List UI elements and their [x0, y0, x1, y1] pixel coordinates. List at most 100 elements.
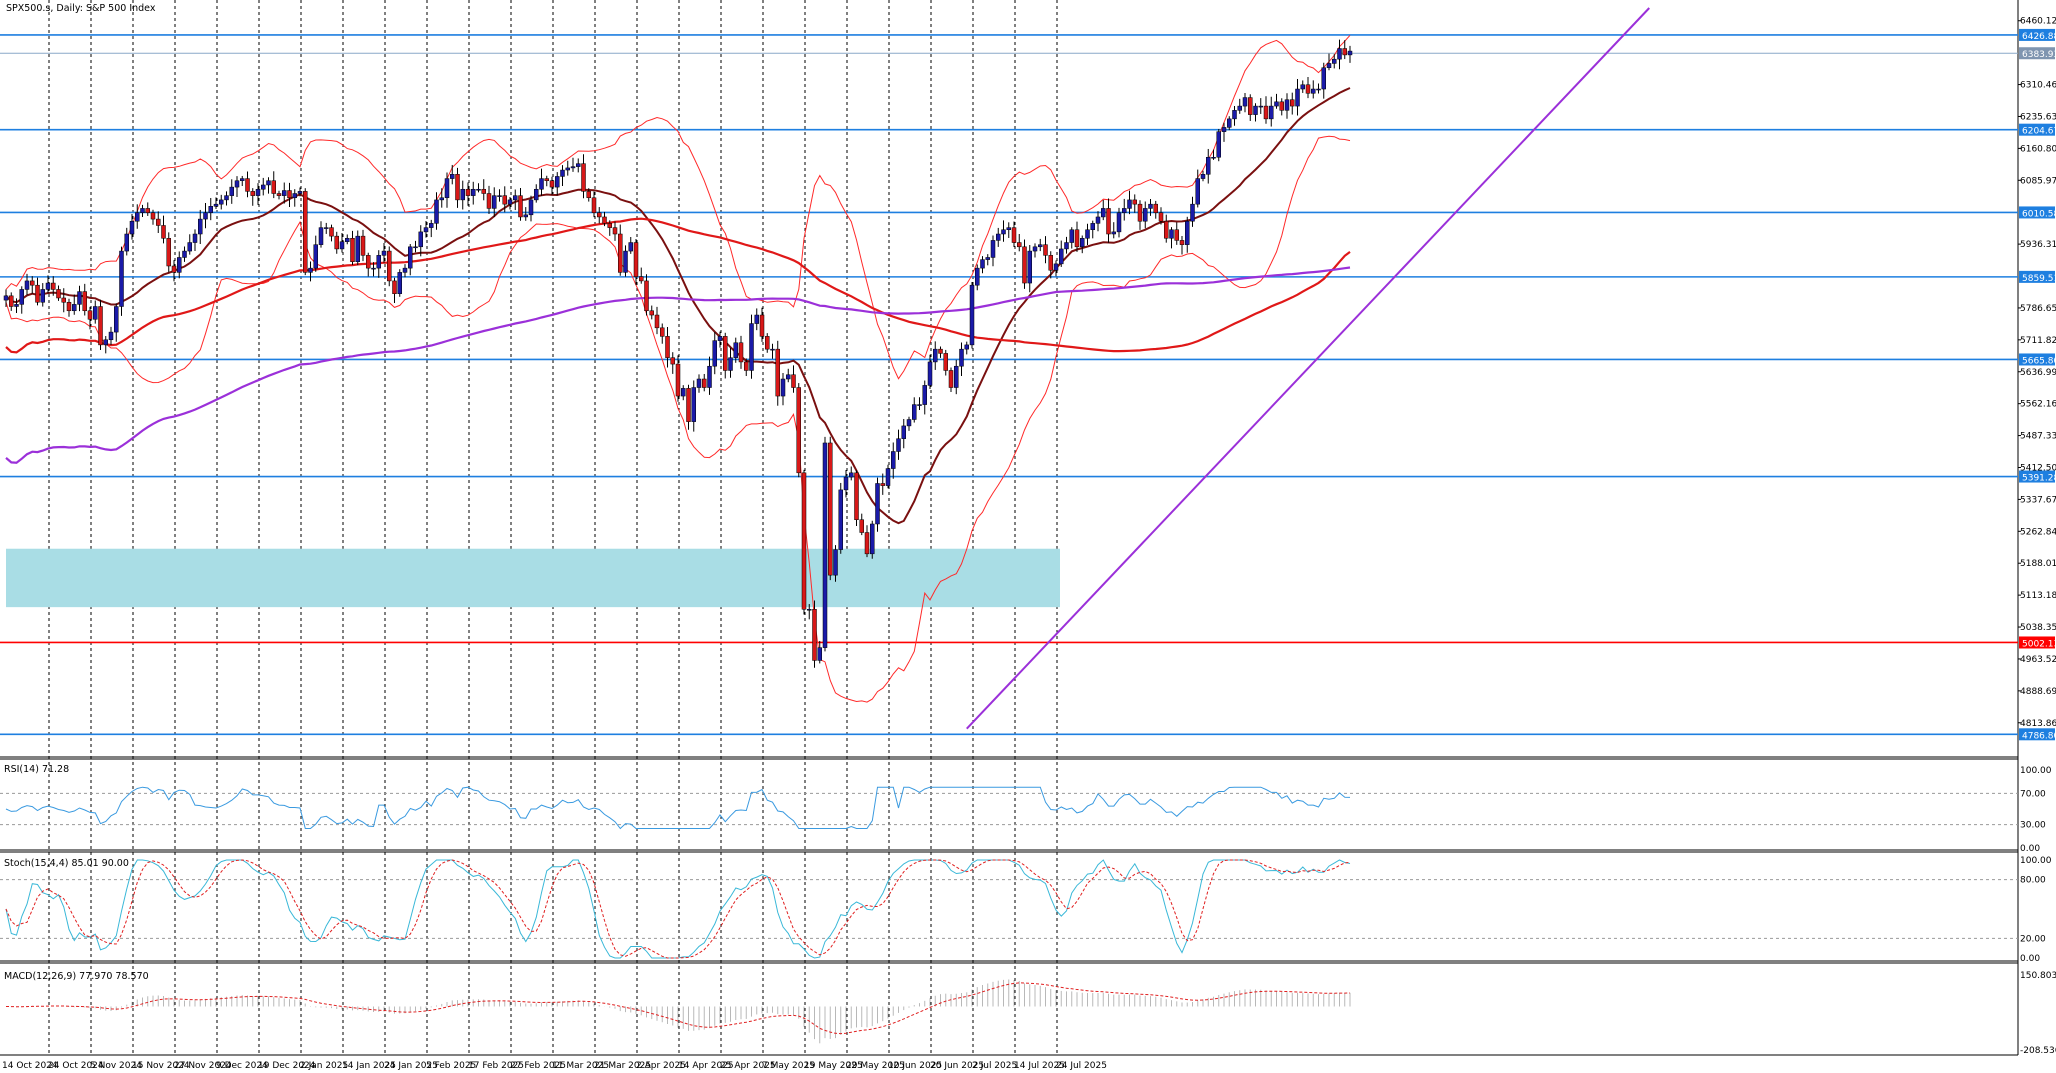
- stoch-tick: 100.00: [2020, 856, 2052, 866]
- candle-body: [93, 306, 98, 320]
- candle-body: [366, 255, 371, 269]
- macd-panel: 150.803 -208.536: [5, 971, 2056, 1056]
- candle-body: [51, 282, 56, 290]
- price-tick-label: 5038.35: [2020, 623, 2056, 633]
- candle-body: [1059, 248, 1064, 265]
- candle-body: [9, 295, 14, 307]
- candle-body: [560, 169, 565, 177]
- candle-body: [1169, 229, 1174, 239]
- candle-body: [471, 188, 476, 196]
- candle-body: [885, 468, 891, 486]
- candle-body: [276, 193, 282, 196]
- candle-body: [1216, 131, 1221, 158]
- candle-body: [1332, 58, 1337, 64]
- candle-body: [838, 489, 843, 550]
- candle-body: [870, 523, 875, 555]
- candle-body: [681, 388, 686, 397]
- price-tick-label: 5188.01: [2020, 559, 2056, 569]
- candle-body: [959, 348, 964, 367]
- candle-body: [1122, 208, 1127, 213]
- candle-body: [586, 191, 591, 199]
- candle-body: [1211, 157, 1216, 159]
- candle-body: [486, 193, 492, 209]
- candle-body: [723, 336, 728, 371]
- candle-body: [1017, 242, 1022, 248]
- candle-body: [807, 609, 812, 611]
- date-label: 15 Nov 2024: [132, 1061, 190, 1071]
- candle-body: [434, 199, 439, 224]
- horizontal-levels[interactable]: [0, 34, 2018, 736]
- date-label: 14 Oct 2024: [2, 1061, 58, 1071]
- candle-body: [702, 378, 707, 388]
- candle-body: [1027, 250, 1032, 284]
- stoch-d-line: [5, 859, 1351, 959]
- candle-body: [654, 314, 660, 329]
- candle-body: [1137, 203, 1143, 222]
- candle-body: [791, 374, 796, 388]
- candle-body: [1342, 48, 1347, 56]
- candle-body: [1295, 88, 1300, 107]
- candle-body: [1153, 203, 1158, 213]
- level-label-bg: [2019, 470, 2055, 483]
- candle-body: [187, 242, 192, 252]
- candle-body: [996, 233, 1001, 241]
- trendline[interactable]: [966, 7, 1650, 730]
- candle-body: [1006, 227, 1011, 230]
- candle-body: [828, 442, 833, 576]
- candle-body: [14, 304, 19, 307]
- rsi-panel: 100.00 70.00 30.00 0.00: [0, 766, 2052, 854]
- date-label: 27 Feb 2025: [510, 1061, 566, 1071]
- candle-body: [717, 336, 723, 341]
- candle-body: [948, 370, 954, 388]
- candle-body: [728, 357, 733, 371]
- date-label: 14 Jan 2025: [342, 1061, 396, 1071]
- candle-body: [460, 188, 465, 201]
- candle-body: [985, 257, 990, 260]
- candle-body: [150, 212, 156, 220]
- candle-body: [1090, 223, 1095, 230]
- rsi-tick: 100.00: [2020, 766, 2052, 776]
- candle-body: [156, 218, 161, 226]
- candle-body: [644, 280, 649, 312]
- candle-body: [833, 549, 838, 576]
- candle-body: [555, 176, 560, 188]
- candle-body: [665, 336, 670, 358]
- price-axis: 6460.12 6310.46 6235.63 6160.80 6085.97 5936.…: [2018, 17, 2056, 729]
- date-label: 5 Feb 2025: [426, 1061, 476, 1071]
- candle-body: [938, 348, 943, 354]
- candle-body: [402, 267, 408, 273]
- candle-body: [712, 340, 717, 367]
- stoch-tick: 80.00: [2020, 876, 2046, 886]
- date-label: 21 Mar 2025: [594, 1061, 651, 1071]
- candle-body: [633, 242, 639, 277]
- candle-body: [954, 365, 959, 388]
- candle-body: [1032, 246, 1038, 252]
- ma-fast-line: [5, 87, 1351, 525]
- candle-body: [292, 193, 297, 199]
- candle-body: [691, 387, 696, 422]
- moving-averages: [5, 87, 1351, 525]
- candle-body: [219, 199, 224, 205]
- candle-body: [859, 519, 864, 533]
- level-labels: 6426.88 6383.93 6204.67 6010.58 5859.51 5665.…: [2019, 28, 2056, 741]
- candle-body: [744, 361, 749, 371]
- candle-body: [549, 180, 555, 188]
- candle-body: [1132, 199, 1137, 205]
- candle-body: [749, 323, 754, 371]
- candle-body: [182, 250, 187, 258]
- candle-body: [1064, 242, 1069, 250]
- price-tick-label: 6160.80: [2020, 144, 2056, 154]
- candle-body: [875, 483, 880, 525]
- candle-body: [255, 188, 261, 196]
- date-label: 24 Jul 2025: [1056, 1061, 1107, 1071]
- candle-body: [628, 242, 633, 252]
- date-label: 7 May 2025: [762, 1061, 815, 1071]
- rsi-label: RSI(14) 71.28: [4, 764, 69, 775]
- candle-body: [297, 191, 303, 194]
- candle-body: [61, 297, 66, 303]
- price-tick-label: 5636.99: [2020, 368, 2056, 378]
- candle-body: [1190, 203, 1195, 222]
- candle-body: [465, 188, 471, 196]
- level-label-bg: [2019, 636, 2055, 649]
